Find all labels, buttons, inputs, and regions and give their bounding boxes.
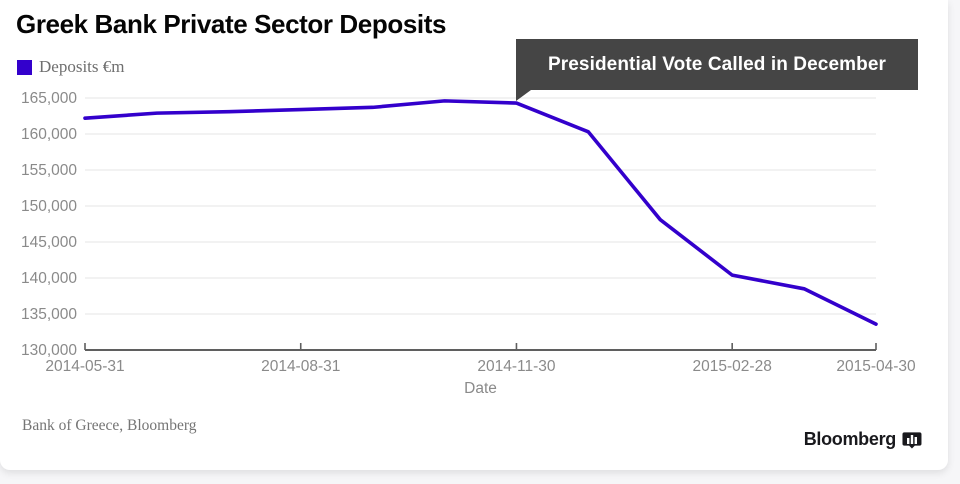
legend-swatch-icon	[17, 59, 32, 75]
x-tick-label: 2014-11-30	[477, 358, 556, 375]
bloomberg-logo: Bloomberg	[804, 429, 922, 450]
annotation-label: Presidential Vote Called in December	[548, 53, 886, 75]
y-tick-label: 145,000	[21, 234, 77, 251]
x-tick-label: 2014-08-31	[261, 358, 340, 375]
page-title: Greek Bank Private Sector Deposits	[16, 9, 447, 39]
x-tick-label: 2015-04-30	[836, 358, 916, 375]
y-tick-label: 155,000	[21, 162, 77, 179]
y-tick-label: 150,000	[21, 198, 77, 215]
x-axis-title: Date	[464, 380, 497, 397]
legend-label: Deposits €m	[39, 57, 125, 76]
annotation-callout: Presidential Vote Called in December	[516, 39, 918, 101]
bar-chart-badge-icon	[902, 430, 922, 450]
y-tick-label: 140,000	[21, 270, 77, 287]
chart-card: Greek Bank Private Sector Deposits Depos…	[16, 9, 922, 450]
y-tick-label: 165,000	[21, 90, 77, 107]
y-tick-label: 135,000	[21, 306, 77, 323]
deposits-line-chart: 130,000 135,000 140,000 145,000 150,000 155,0…	[21, 90, 916, 397]
x-tick-label: 2015-02-28	[693, 358, 772, 375]
source-credit: Bank of Greece, Bloomberg	[22, 417, 197, 434]
x-tick-label: 2014-05-31	[45, 358, 124, 375]
y-tick-label: 130,000	[21, 342, 77, 359]
y-tick-label: 160,000	[21, 126, 77, 143]
annotation-pointer-icon	[516, 90, 531, 101]
deposits-line	[83, 99, 878, 326]
bloomberg-wordmark: Bloomberg	[803, 429, 897, 449]
legend: Deposits €m	[17, 57, 124, 77]
